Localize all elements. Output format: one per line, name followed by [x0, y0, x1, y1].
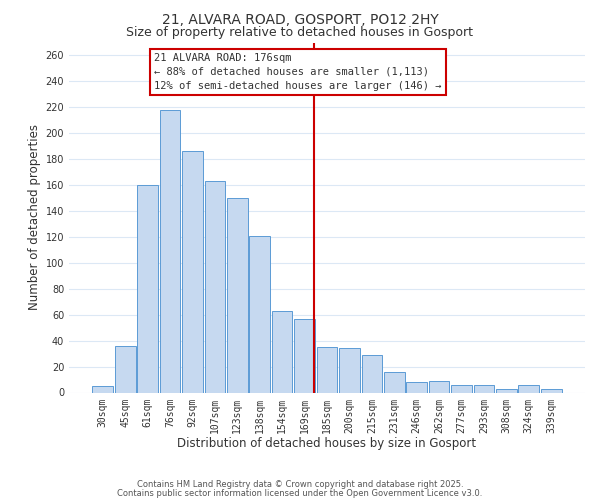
- Bar: [92, 386, 113, 392]
- Bar: [362, 355, 382, 393]
- Bar: [317, 347, 337, 393]
- Text: Size of property relative to detached houses in Gosport: Size of property relative to detached ho…: [127, 26, 473, 39]
- Text: 21, ALVARA ROAD, GOSPORT, PO12 2HY: 21, ALVARA ROAD, GOSPORT, PO12 2HY: [161, 12, 439, 26]
- Bar: [473, 384, 494, 392]
- Bar: [496, 388, 517, 392]
- X-axis label: Distribution of detached houses by size in Gosport: Distribution of detached houses by size …: [178, 437, 476, 450]
- Text: Contains public sector information licensed under the Open Government Licence v3: Contains public sector information licen…: [118, 488, 482, 498]
- Bar: [115, 346, 136, 393]
- Bar: [160, 110, 181, 393]
- Y-axis label: Number of detached properties: Number of detached properties: [28, 124, 41, 310]
- Bar: [227, 198, 248, 392]
- Bar: [272, 311, 292, 392]
- Bar: [541, 388, 562, 392]
- Bar: [182, 152, 203, 392]
- Bar: [518, 384, 539, 392]
- Bar: [451, 384, 472, 392]
- Bar: [250, 236, 270, 392]
- Bar: [406, 382, 427, 392]
- Bar: [384, 372, 404, 392]
- Bar: [294, 318, 315, 392]
- Bar: [137, 185, 158, 392]
- Bar: [205, 181, 225, 392]
- Bar: [339, 348, 360, 393]
- Bar: [429, 381, 449, 392]
- Text: 21 ALVARA ROAD: 176sqm
← 88% of detached houses are smaller (1,113)
12% of semi-: 21 ALVARA ROAD: 176sqm ← 88% of detached…: [154, 53, 442, 91]
- Text: Contains HM Land Registry data © Crown copyright and database right 2025.: Contains HM Land Registry data © Crown c…: [137, 480, 463, 489]
